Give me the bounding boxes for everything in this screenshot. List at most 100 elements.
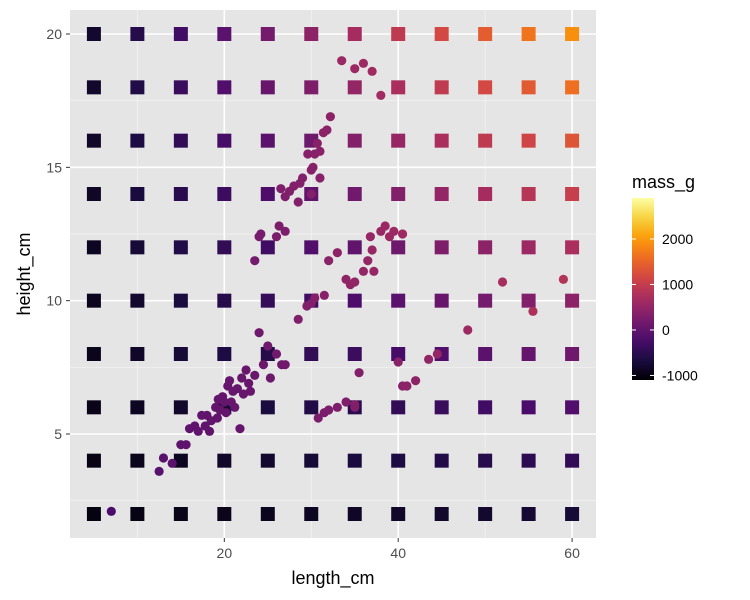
square-marker xyxy=(347,27,362,41)
data-point xyxy=(245,386,256,396)
data-point xyxy=(463,325,473,335)
square-marker xyxy=(173,240,188,255)
square-marker xyxy=(521,133,536,148)
square-marker xyxy=(434,80,449,95)
x-tick-label: 20 xyxy=(217,545,233,561)
square-marker xyxy=(304,507,319,521)
square-marker xyxy=(217,507,232,521)
square-marker xyxy=(521,347,536,361)
data-point xyxy=(293,197,303,207)
data-point xyxy=(219,397,229,407)
square-marker xyxy=(217,133,232,148)
square-marker xyxy=(521,187,536,201)
legend-break-label: -1000 xyxy=(662,367,698,383)
square-marker xyxy=(260,507,275,521)
data-point xyxy=(303,149,313,159)
square-marker xyxy=(260,400,275,415)
data-point xyxy=(324,256,334,266)
square-marker xyxy=(304,240,319,255)
square-marker xyxy=(173,80,188,95)
data-point xyxy=(358,58,369,68)
square-marker xyxy=(478,453,493,468)
data-point xyxy=(158,453,169,463)
data-point xyxy=(254,328,264,338)
square-marker xyxy=(86,507,101,521)
x-axis-title: length_cm xyxy=(291,568,374,589)
data-point xyxy=(367,245,377,255)
legend-break-label: 2000 xyxy=(662,231,693,247)
square-marker xyxy=(434,293,449,308)
data-point xyxy=(295,178,305,188)
legend-ticks: -1000 0 1000 2000 xyxy=(632,231,698,383)
data-point xyxy=(280,360,290,370)
square-marker xyxy=(173,507,188,521)
data-point xyxy=(265,373,276,383)
square-marker xyxy=(347,347,362,361)
data-point xyxy=(313,413,323,423)
x-axis: 20 40 60 xyxy=(217,538,580,561)
data-point xyxy=(235,424,245,434)
square-markers xyxy=(86,27,580,521)
data-point xyxy=(389,226,399,236)
square-marker xyxy=(434,187,449,201)
data-point xyxy=(244,378,254,388)
square-marker xyxy=(86,400,101,415)
data-point xyxy=(263,341,273,351)
square-marker xyxy=(347,133,362,148)
data-point xyxy=(154,466,164,476)
legend-break-label: 0 xyxy=(662,322,670,338)
square-marker xyxy=(173,27,188,41)
legend-title: mass_g xyxy=(632,172,695,193)
legend-break-label: 1000 xyxy=(662,276,693,292)
square-marker xyxy=(86,187,101,201)
square-marker xyxy=(565,347,580,361)
square-marker xyxy=(130,347,145,361)
square-marker xyxy=(130,507,145,521)
square-marker xyxy=(391,400,406,415)
data-point xyxy=(293,314,303,324)
data-point xyxy=(350,64,360,74)
data-point xyxy=(358,266,369,276)
square-marker xyxy=(173,453,188,468)
square-marker xyxy=(391,293,406,308)
square-marker xyxy=(521,27,536,41)
data-point xyxy=(238,389,249,399)
square-marker xyxy=(347,507,362,521)
square-marker xyxy=(304,453,319,468)
data-point xyxy=(325,112,335,122)
data-point xyxy=(410,376,421,386)
square-marker xyxy=(434,133,449,148)
square-marker xyxy=(521,293,536,308)
square-marker xyxy=(86,293,101,308)
data-point xyxy=(350,400,360,410)
data-point xyxy=(308,162,318,172)
y-tick-label: 5 xyxy=(54,426,62,442)
y-axis: 5 10 15 20 xyxy=(46,26,70,442)
x-tick-label: 40 xyxy=(390,545,406,561)
square-marker xyxy=(217,453,232,468)
circle-markers xyxy=(106,56,568,516)
square-marker xyxy=(478,187,493,201)
square-marker xyxy=(565,27,580,41)
square-marker xyxy=(565,133,580,148)
square-marker xyxy=(347,240,362,255)
square-marker xyxy=(260,453,275,468)
data-point xyxy=(369,266,379,276)
square-marker xyxy=(347,293,362,308)
data-point xyxy=(497,277,508,287)
square-marker xyxy=(565,400,580,415)
square-marker xyxy=(130,80,145,95)
data-point xyxy=(167,458,177,468)
square-marker xyxy=(260,293,275,308)
y-tick-label: 10 xyxy=(46,293,62,309)
square-marker xyxy=(304,80,319,95)
data-point xyxy=(432,349,442,359)
square-marker xyxy=(130,187,145,201)
data-point xyxy=(350,277,360,287)
square-marker xyxy=(478,347,493,361)
data-point xyxy=(250,256,260,266)
data-point xyxy=(380,221,390,231)
data-point xyxy=(232,384,242,394)
square-marker xyxy=(565,453,580,468)
square-marker xyxy=(86,133,101,148)
